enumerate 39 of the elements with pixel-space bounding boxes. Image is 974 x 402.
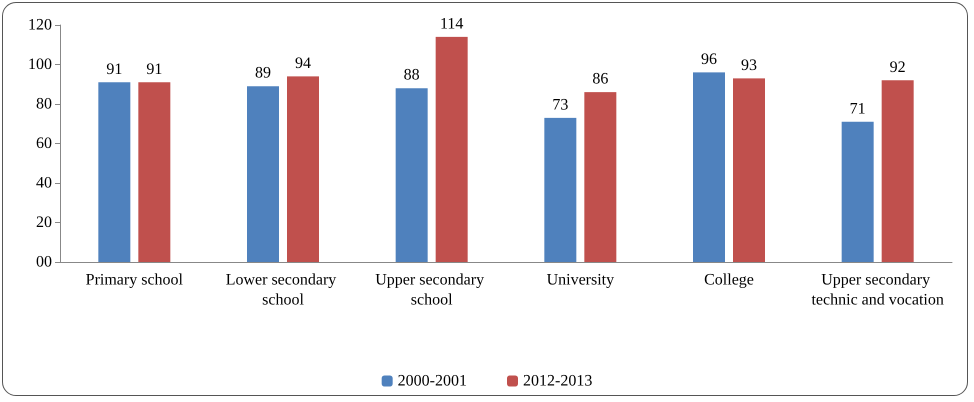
x-tick-label: Upper secondary school [375,272,488,308]
data-label: 71 [850,100,866,118]
bar [544,118,576,262]
x-tick-label: Lower secondary school [226,272,340,308]
data-label: 92 [890,58,906,76]
y-tick-label: 80 [36,96,52,112]
y-tick-label: 100 [28,56,52,73]
data-label: 93 [741,56,757,74]
y-tick-label: 20 [36,214,52,231]
x-tick-label: Primary school [86,272,184,288]
bar [98,82,130,262]
legend-label: 2012-2013 [523,372,592,390]
bar [287,76,319,262]
data-label: 91 [146,60,162,78]
data-label: 96 [701,50,717,68]
bar [842,122,874,262]
data-label: 88 [404,66,420,84]
x-tick-label: Upper secondary technic and vocation [811,272,944,308]
data-label: 86 [592,70,608,88]
bar [584,92,616,262]
legend-label: 2000-2001 [398,372,467,390]
bar [436,36,468,262]
bar [247,86,279,262]
y-tick-label: 00 [36,254,52,270]
x-tick-label: University [546,272,614,288]
data-label: 94 [295,54,311,72]
bar [733,78,765,262]
data-label: 114 [440,15,464,32]
bar [138,82,170,262]
bar [693,72,725,262]
x-tick-label: College [704,272,754,288]
data-label: 89 [255,64,271,82]
bar [396,88,428,262]
y-tick-label: 40 [36,174,52,192]
bar [882,80,914,262]
data-label: 73 [552,96,568,114]
y-tick-label: 60 [36,135,52,152]
data-label: 91 [106,60,122,78]
y-tick-label: 120 [28,16,52,34]
